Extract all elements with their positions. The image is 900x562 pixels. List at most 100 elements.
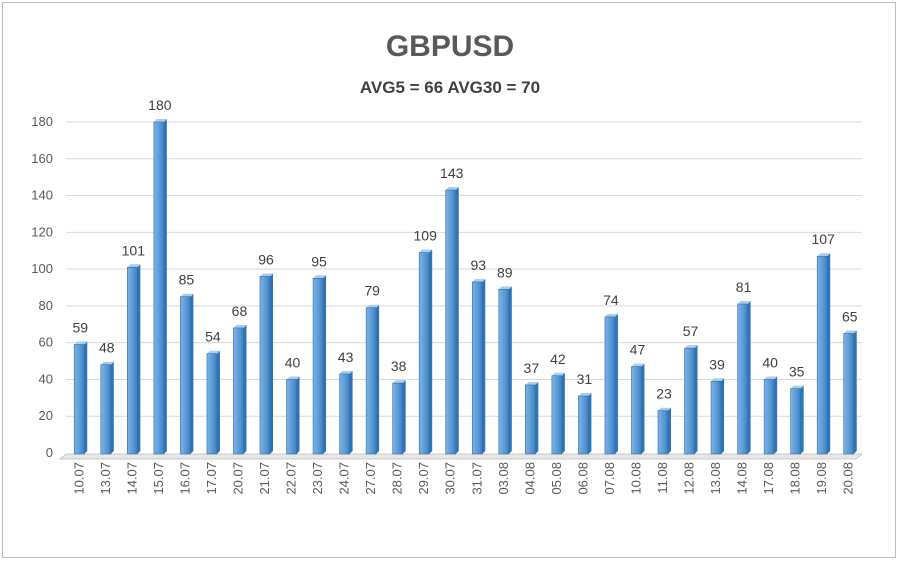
data-label: 35 [789,364,805,380]
y-tick-label: 80 [39,298,53,313]
bar [100,364,112,455]
bar-top [313,275,327,279]
bar-side [110,361,114,454]
bar-side [429,249,433,454]
bar-top [339,370,353,374]
x-tick-label: 10.07 [71,462,86,495]
bar-side [694,345,698,454]
data-label: 37 [524,360,540,376]
data-label: 85 [179,272,195,288]
x-tick-label: 23.07 [310,462,325,495]
data-label: 23 [656,386,672,402]
y-tick-label: 0 [46,445,53,460]
bar-top [658,407,671,411]
bar-top [180,293,194,297]
gridlines [66,121,862,417]
data-label: 43 [338,349,354,365]
x-tick-label: 22.07 [284,462,299,495]
x-tick-label: 20.07 [230,462,245,495]
data-label: 40 [285,354,301,370]
bar-side [774,376,778,454]
bar [737,303,748,455]
bar [525,384,536,455]
bar-top [604,313,618,317]
bar-top [790,385,804,389]
y-tick-label: 20 [39,408,53,423]
bar [498,289,510,455]
bar [445,189,457,455]
data-label: 96 [258,251,274,267]
y-tick-label: 40 [39,371,53,386]
bar-side [482,278,486,454]
bar-side [508,286,512,454]
data-label: 89 [497,264,513,280]
x-axis-ticks: 10.07 13.07 14.07 15.07 16.07 17.07 20.07 21.07… [71,462,855,495]
bar [631,366,642,455]
y-tick-label: 140 [31,188,53,203]
bar [365,307,377,455]
bar-top [764,376,778,380]
plot-floor [58,453,864,460]
y-axis-ticks: 0 20 40 60 80 100 120 140 160 180 [31,114,53,460]
bar-top [525,381,539,385]
y-tick-label: 160 [31,151,53,166]
chart-subtitle: AVG5 = 66 AVG30 = 70 [359,78,541,97]
bar [286,379,297,455]
bar-side [137,264,141,454]
bar [73,344,85,455]
bar-side [190,293,194,454]
data-label: 180 [148,97,172,113]
bar-top [206,350,220,354]
x-tick-label: 27.07 [363,462,378,495]
bar-top [631,363,645,367]
bar-side [243,324,247,454]
bar [710,380,722,455]
x-tick-label: 18.08 [788,462,803,495]
data-label: 74 [603,292,619,308]
bar-side [376,304,380,454]
bar-side [827,253,831,454]
data-label: 31 [577,371,593,387]
bar-side [641,363,645,454]
bar [127,266,138,455]
y-tick-label: 180 [31,114,53,129]
x-tick-label: 30.07 [443,462,458,495]
bar-top [445,187,459,191]
x-tick-label: 16.07 [177,462,192,495]
bar-top [498,286,512,290]
y-tick-label: 60 [39,335,53,350]
x-tick-label: 17.08 [761,462,776,495]
bar-side [270,273,273,454]
x-tick-label: 10.08 [628,462,643,495]
bar-top [472,278,486,282]
bar-side [349,370,353,454]
bar [843,333,855,455]
bar-top [127,264,141,268]
bar [551,375,563,455]
bar-top [419,249,433,253]
bar-side [163,119,167,454]
data-label: 42 [550,351,566,367]
bar-side [296,376,300,454]
bar [684,347,695,455]
bar [790,388,801,455]
data-label: 79 [364,283,380,299]
bar-top [233,324,247,328]
bar [259,276,271,455]
data-label: 95 [311,253,327,269]
bar-side [455,187,459,455]
data-label: 47 [630,342,646,358]
bar-top [843,330,857,334]
x-tick-label: 07.08 [602,462,617,495]
bar-side [668,407,671,454]
bar-top [286,376,300,380]
data-label: 101 [122,242,146,258]
bar [392,382,403,455]
data-label: 54 [205,329,221,345]
bar-side [800,385,804,454]
bar-top [684,345,698,349]
x-tick-label: 21.07 [257,462,272,495]
bar-side [853,330,857,454]
data-label: 59 [72,320,88,336]
